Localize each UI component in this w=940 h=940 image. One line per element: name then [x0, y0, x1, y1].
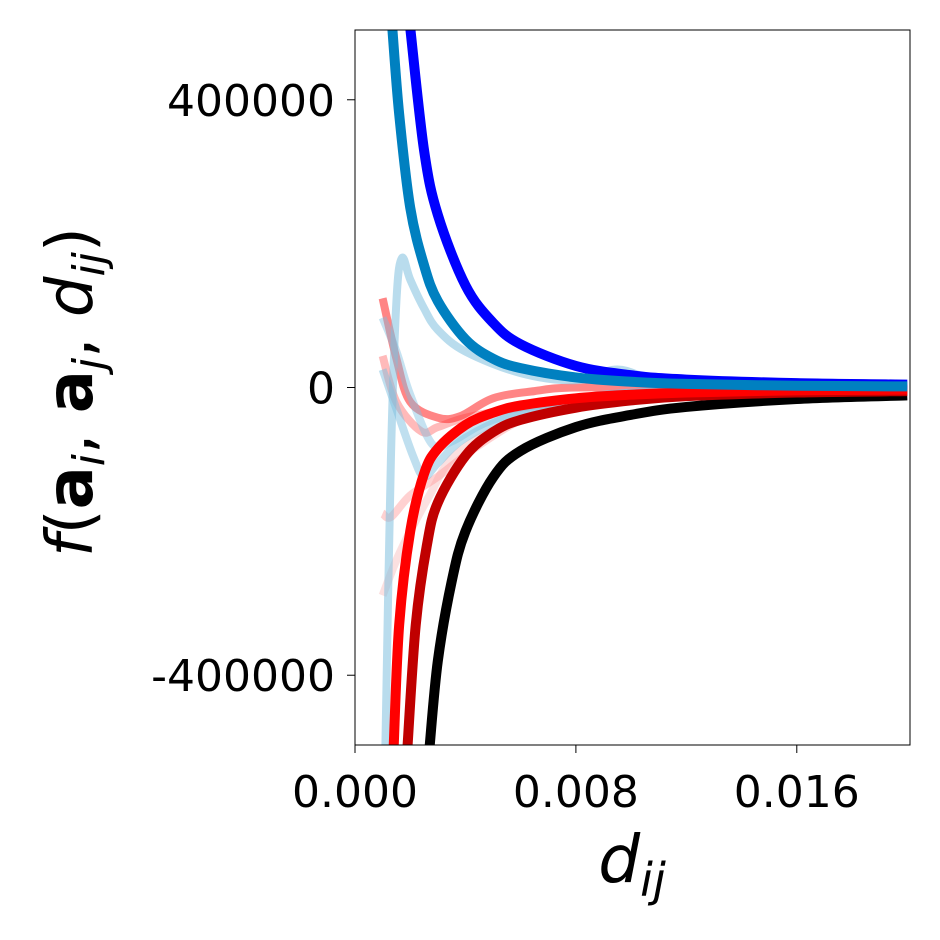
x-tick-label: 0.016 [734, 767, 860, 818]
series-line-9 [402, 386, 908, 745]
y-tick-label: 400000 [167, 76, 335, 127]
y-tick-label: -400000 [151, 651, 335, 702]
x-tick-label: 0.008 [513, 767, 639, 818]
x-tick-label: 0.000 [292, 767, 418, 818]
x-axis-ticks: 0.000 0.008 0.016 [292, 745, 860, 818]
series-line-11 [405, 30, 908, 390]
series-line-10 [388, 384, 908, 745]
series-line-8 [424, 390, 908, 745]
y-axis-ticks: 400000 0 -400000 [151, 76, 355, 702]
series-line-12 [387, 30, 908, 392]
y-tick-label: 0 [307, 364, 335, 415]
series-lines [378, 30, 908, 745]
x-axis-label: dij [598, 821, 666, 907]
y-axis-label: f(ai, aj, dij) [34, 227, 115, 557]
